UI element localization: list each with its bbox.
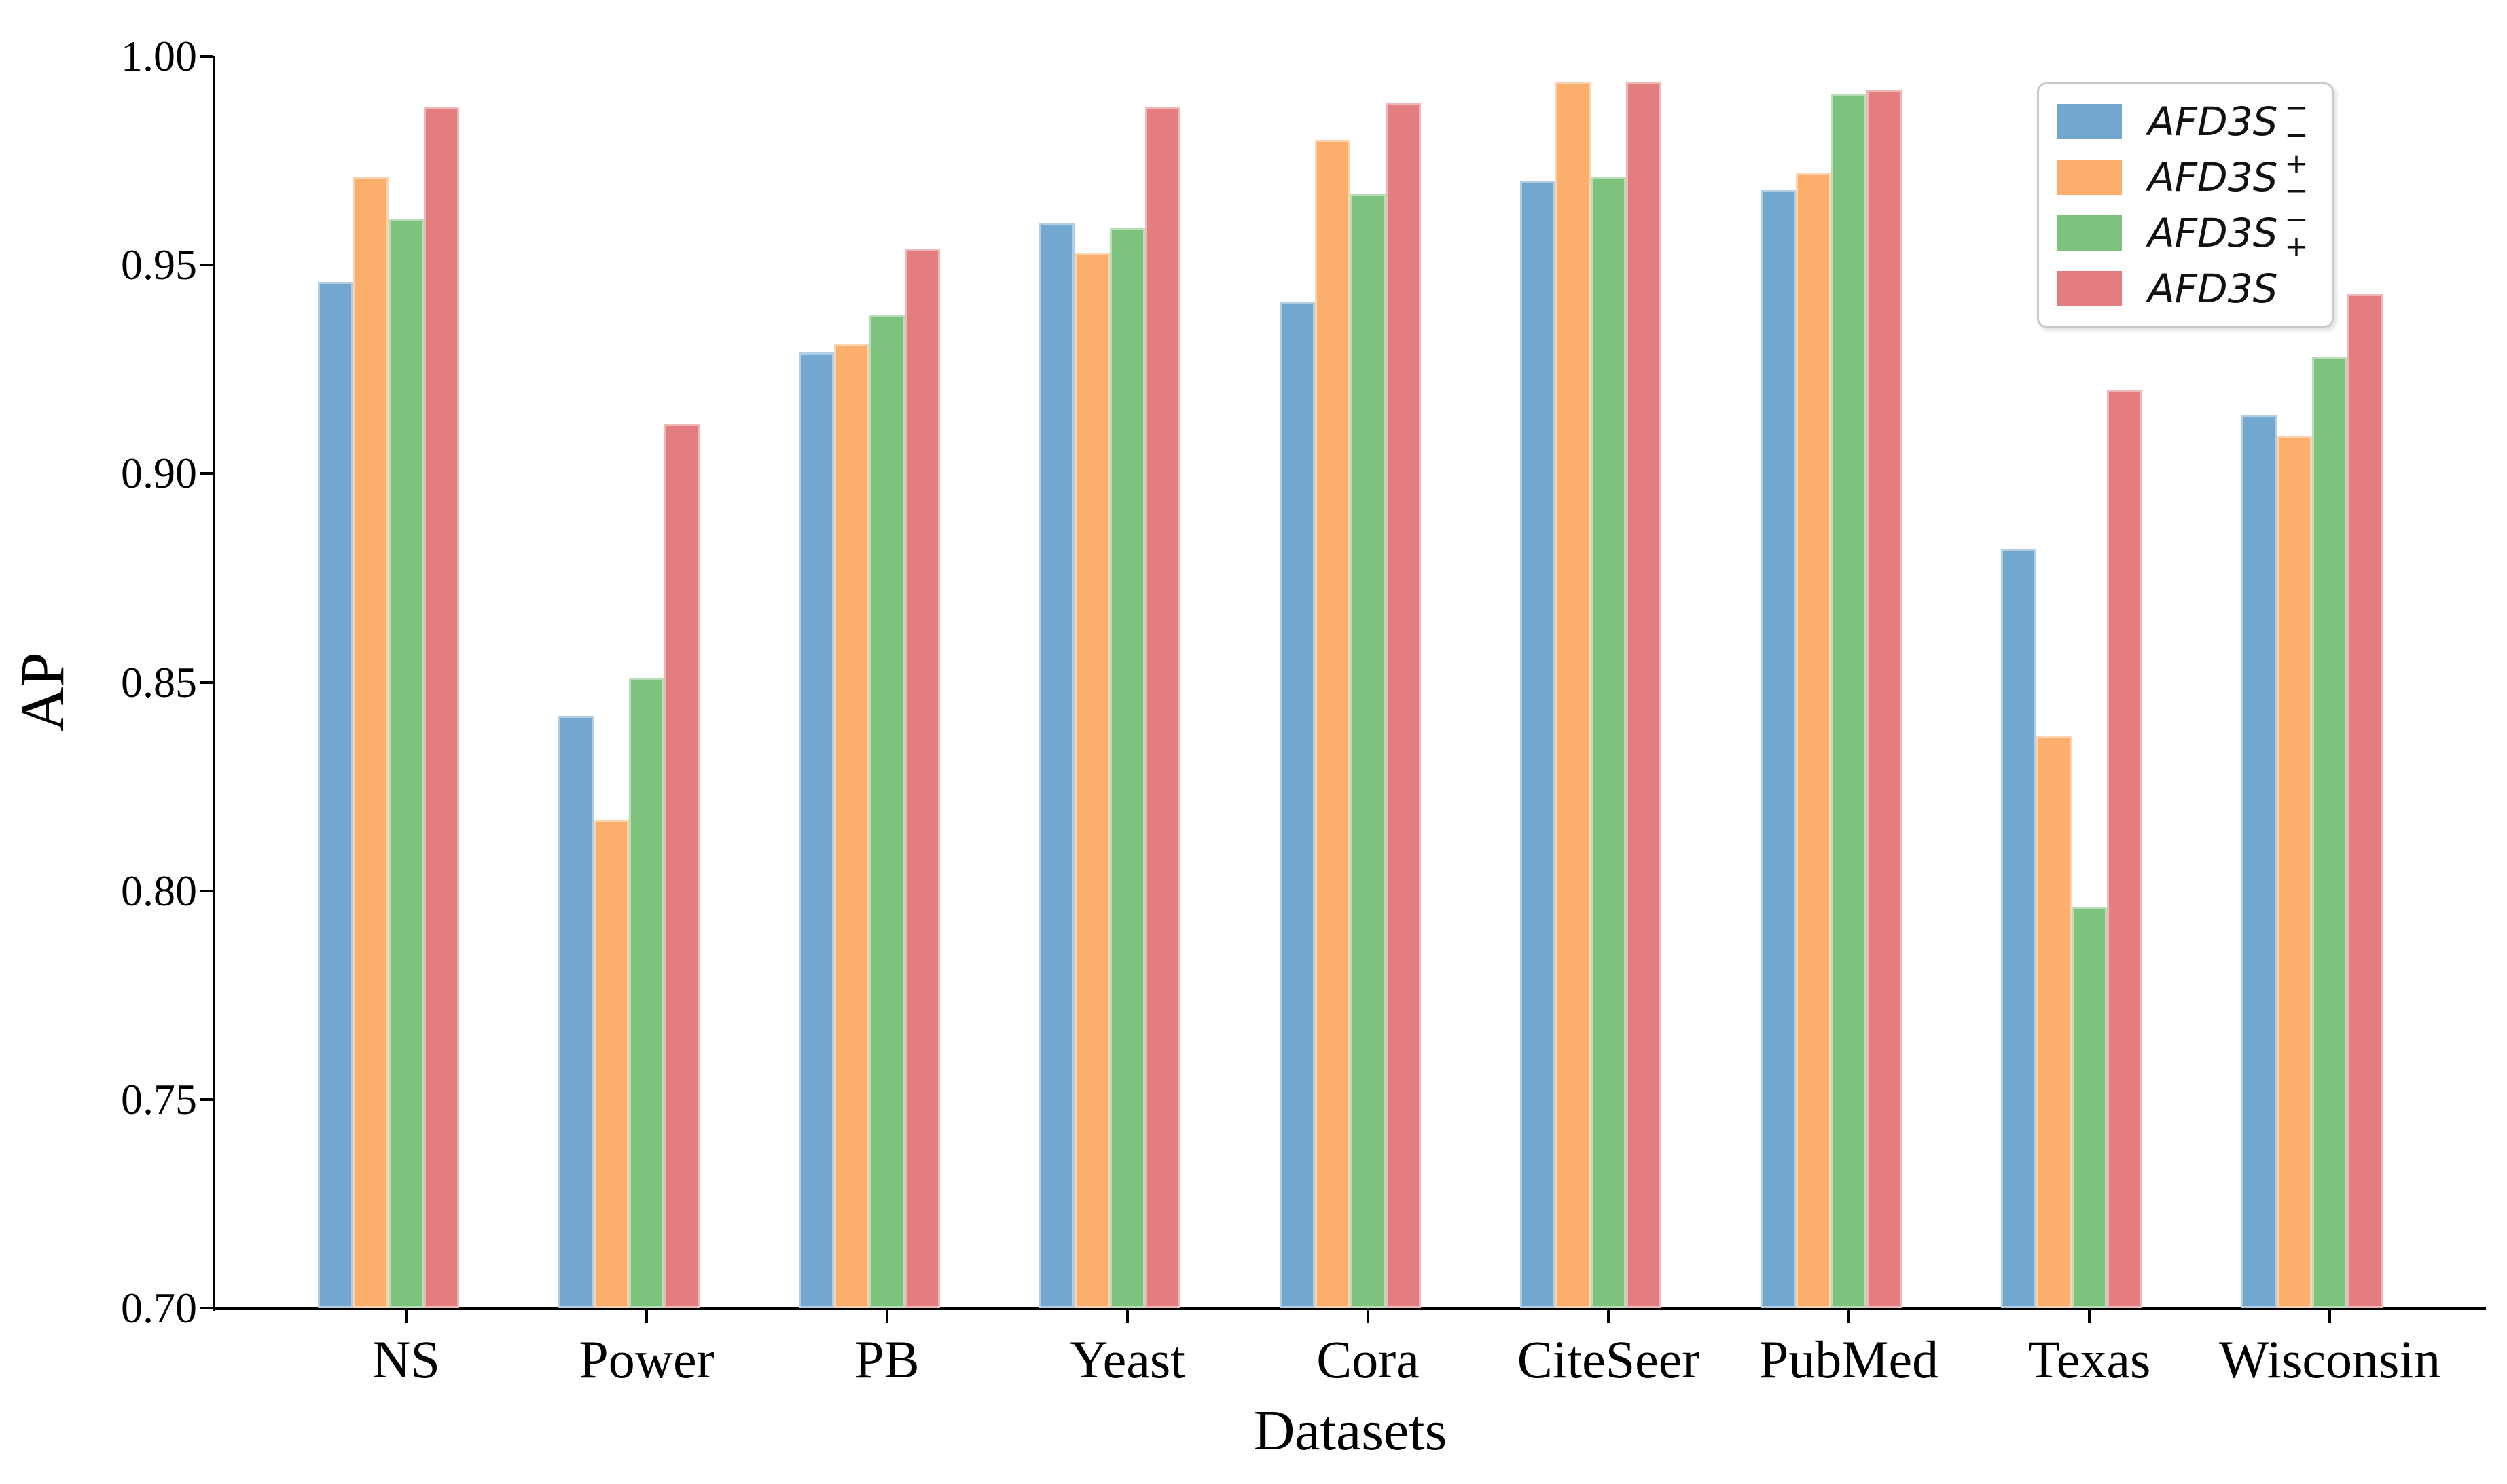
bar-AFD3S-sup-minus-sub-plus-power [629, 678, 664, 1308]
legend-patch-AFD3S [2057, 271, 2122, 306]
y-tick-mark [200, 1098, 213, 1101]
bar-AFD3S-sup-minus-sub-plus-citeseer [1591, 177, 1626, 1308]
bar-AFD3S-sup-plus-sub-minus-citeseer [1555, 81, 1591, 1308]
x-tick-label-texas: Texas [2027, 1330, 2151, 1389]
legend-label-scripts: + − [2284, 147, 2309, 207]
legend-label-scripts: − − [2284, 91, 2309, 151]
x-tick-mark [1126, 1310, 1129, 1323]
legend-entry-AFD3S-sup-plus-sub-minus: AFD3S + − [2057, 147, 2332, 207]
bar-AFD3S-citeseer [1626, 81, 1661, 1308]
x-tick-label-wisconsin: Wisconsin [2218, 1330, 2441, 1389]
bar-AFD3S-sup-minus-sub-plus-yeast [1110, 227, 1145, 1308]
y-tick-mark [200, 1307, 213, 1309]
y-tick-label: 0.75 [121, 1074, 197, 1123]
x-tick-mark [2088, 1310, 2091, 1323]
legend-label-AFD3S: AFD3S [2148, 266, 2277, 312]
bar-AFD3S-sup-plus-sub-minus-yeast [1075, 252, 1110, 1308]
bar-AFD3S-sup-plus-sub-minus-wisconsin [2277, 436, 2312, 1308]
legend-patch-AFD3S-sup-minus-sub-plus [2057, 215, 2122, 251]
bar-AFD3S-sup-plus-sub-minus-pb [834, 344, 869, 1308]
y-tick-label: 0.95 [121, 240, 197, 289]
bar-AFD3S-sup-minus-sub-minus-citeseer [1520, 181, 1555, 1308]
bar-AFD3S-sup-minus-sub-minus-ns [318, 281, 353, 1308]
x-tick-label-citeseer: CiteSeer [1517, 1330, 1700, 1389]
legend-label-base: AFD3S [2148, 210, 2278, 256]
legend-patch-AFD3S-sup-minus-sub-minus [2057, 104, 2122, 139]
bar-AFD3S-sup-minus-sub-minus-pb [799, 352, 834, 1308]
x-tick-label-cora: Cora [1316, 1330, 1420, 1389]
bar-AFD3S-sup-plus-sub-minus-cora [1315, 139, 1350, 1308]
x-tick-mark [1847, 1310, 1850, 1323]
x-tick-label-pb: PB [854, 1330, 920, 1389]
bar-AFD3S-yeast [1145, 106, 1180, 1308]
x-tick-label-pubmed: PubMed [1758, 1330, 1939, 1389]
y-tick-label: 0.85 [121, 657, 197, 706]
bar-AFD3S-sup-minus-sub-plus-texas [2072, 907, 2107, 1308]
bar-AFD3S-sup-minus-sub-minus-texas [2001, 548, 2036, 1308]
legend-label-base: AFD3S [2148, 154, 2278, 200]
legend-entry-AFD3S: AFD3S [2057, 262, 2332, 315]
legend-label-AFD3S-sup-plus-sub-minus: AFD3S + − [2148, 147, 2309, 207]
bar-AFD3S-sup-plus-sub-minus-texas [2036, 736, 2072, 1308]
legend-entry-AFD3S-sup-minus-sub-minus: AFD3S − − [2057, 94, 2332, 149]
x-tick-mark [645, 1310, 648, 1323]
legend-label-scripts: − + [2284, 202, 2309, 263]
bar-AFD3S-sup-minus-sub-minus-wisconsin [2241, 415, 2277, 1308]
bar-AFD3S-power [664, 423, 700, 1308]
legend-label-base: AFD3S [2148, 266, 2278, 312]
x-tick-mark [886, 1310, 888, 1323]
bar-AFD3S-cora [1386, 102, 1421, 1308]
x-tick-label-ns: NS [372, 1330, 440, 1389]
bar-AFD3S-sup-minus-sub-minus-yeast [1039, 223, 1075, 1308]
bar-AFD3S-sup-minus-sub-plus-pb [869, 314, 905, 1308]
x-tick-mark [405, 1310, 408, 1323]
x-tick-mark [2328, 1310, 2331, 1323]
bar-AFD3S-sup-minus-sub-plus-cora [1350, 194, 1386, 1308]
x-tick-label-yeast: Yeast [1070, 1330, 1185, 1389]
bar-AFD3S-texas [2107, 390, 2142, 1308]
x-axis-spine [213, 1307, 2486, 1310]
bar-AFD3S-sup-plus-sub-minus-power [594, 820, 629, 1308]
legend-patch-AFD3S-sup-plus-sub-minus [2057, 160, 2122, 195]
bar-AFD3S-sup-minus-sub-plus-wisconsin [2312, 357, 2347, 1308]
y-tick-label: 0.90 [121, 449, 197, 498]
bar-AFD3S-sup-minus-sub-plus-ns [389, 219, 424, 1308]
bar-AFD3S-sup-plus-sub-minus-ns [353, 177, 389, 1308]
y-tick-label: 1.00 [121, 32, 197, 80]
legend: AFD3S − − AFD3S + − AFD3S − + AFD3S [2037, 82, 2334, 328]
y-tick-mark [200, 55, 213, 58]
x-axis-title: Datasets [1253, 1399, 1447, 1462]
legend-label-AFD3S-sup-minus-sub-minus: AFD3S − − [2148, 94, 2309, 149]
legend-label-base: AFD3S [2148, 98, 2278, 145]
bar-AFD3S-sup-minus-sub-minus-pubmed [1761, 189, 1796, 1308]
legend-label-AFD3S-sup-minus-sub-plus: AFD3S − + [2148, 202, 2309, 263]
y-tick-mark [200, 264, 213, 267]
legend-entry-AFD3S-sup-minus-sub-plus: AFD3S − + [2057, 202, 2332, 263]
y-tick-label: 0.70 [121, 1284, 197, 1332]
bar-AFD3S-sup-minus-sub-minus-cora [1280, 302, 1315, 1308]
x-tick-mark [1367, 1310, 1369, 1323]
y-tick-label: 0.80 [121, 866, 197, 915]
bar-AFD3S-pb [905, 248, 940, 1308]
x-tick-label-power: Power [579, 1330, 715, 1389]
y-tick-mark [200, 681, 213, 684]
bar-AFD3S-sup-minus-sub-minus-power [558, 715, 594, 1308]
y-axis-spine [213, 56, 215, 1311]
bar-AFD3S-sup-plus-sub-minus-pubmed [1796, 173, 1831, 1308]
bar-AFD3S-sup-minus-sub-plus-pubmed [1831, 94, 1866, 1308]
bar-AFD3S-ns [424, 106, 459, 1308]
bar-AFD3S-wisconsin [2347, 294, 2383, 1308]
y-tick-mark [200, 472, 213, 475]
x-tick-mark [1607, 1310, 1610, 1323]
bar-AFD3S-pubmed [1866, 90, 1902, 1308]
y-tick-mark [200, 889, 213, 892]
